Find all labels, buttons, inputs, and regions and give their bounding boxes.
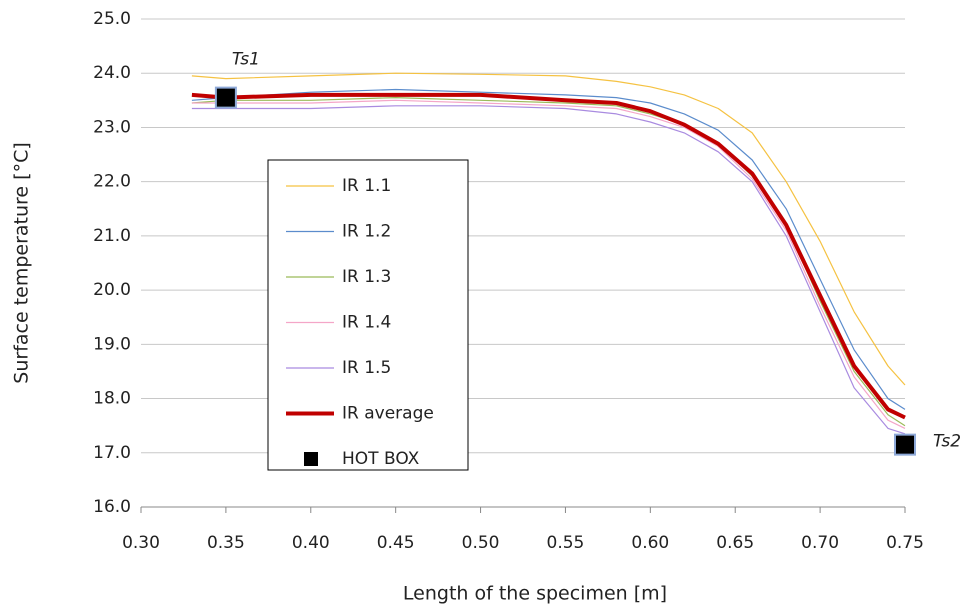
x-tick-label: 0.65	[716, 533, 754, 553]
y-tick-label: 24.0	[93, 63, 131, 83]
hot-box-point	[894, 433, 916, 456]
y-tick-label: 19.0	[93, 334, 131, 354]
legend-label: HOT BOX	[342, 449, 420, 469]
legend-box	[267, 159, 469, 471]
x-tick-label: 0.70	[801, 533, 839, 553]
y-tick-label: 23.0	[93, 117, 131, 137]
x-tick-label: 0.55	[547, 533, 585, 553]
annotation: Ts1	[232, 50, 260, 70]
x-tick-label: 0.35	[207, 533, 245, 553]
x-tick-label: 0.60	[631, 533, 669, 553]
y-tick-label: 22.0	[93, 172, 131, 192]
y-tick-label: 20.0	[93, 280, 131, 300]
annotation: Ts2	[933, 432, 961, 452]
series-line	[191, 88, 906, 410]
legend-label: IR 1.2	[342, 222, 391, 242]
series-line	[191, 105, 906, 435]
legend-label: IR 1.3	[342, 267, 391, 287]
x-tick-label: 0.40	[292, 533, 330, 553]
y-tick-label: 25.0	[93, 9, 131, 29]
y-axis-label: Surface temperature [°C]	[11, 142, 33, 383]
x-tick-label: 0.45	[377, 533, 415, 553]
x-axis-label: Length of the specimen [m]	[403, 583, 667, 605]
x-tick-label: 0.75	[886, 533, 924, 553]
y-tick-label: 17.0	[93, 443, 131, 463]
y-tick-label: 16.0	[93, 497, 131, 517]
series-line	[191, 72, 906, 386]
series-line	[191, 92, 906, 420]
legend-marker	[304, 452, 318, 466]
legend-label: IR 1.1	[342, 176, 391, 196]
y-tick-label: 21.0	[93, 226, 131, 246]
legend-label: IR 1.4	[342, 313, 391, 333]
hot-box-point	[214, 86, 237, 109]
legend-label: IR average	[342, 404, 434, 424]
legend-label: IR 1.5	[342, 358, 391, 378]
series-line	[191, 99, 906, 429]
x-tick-label: 0.30	[122, 533, 160, 553]
y-tick-label: 18.0	[93, 389, 131, 409]
x-tick-label: 0.50	[462, 533, 500, 553]
